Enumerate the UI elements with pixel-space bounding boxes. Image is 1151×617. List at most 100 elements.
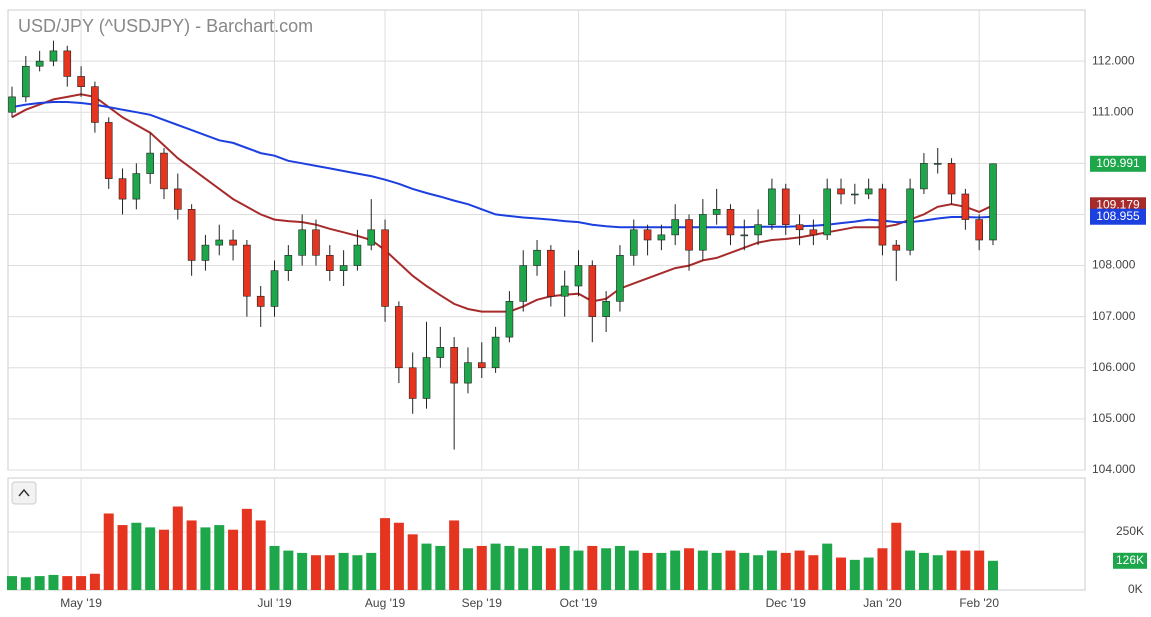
candle-body [187,209,196,261]
chart-title: USD/JPY (^USDJPY) - Barchart.com [18,16,313,36]
candle-body [947,163,956,195]
candle-body [243,244,251,297]
volume-bar [117,525,128,590]
candle-body [450,347,458,384]
volume-bar [310,555,321,590]
volume-bar [545,548,556,590]
volume-bar [380,518,391,590]
candle-body [671,219,680,236]
volume-bar [614,545,625,590]
candle-body [602,301,610,317]
collapse-button[interactable] [11,481,37,505]
candle-body [22,65,30,98]
candle-body [533,249,541,266]
volume-bar [228,529,239,590]
candle-body [395,306,403,369]
volume-bar [393,522,404,590]
candle-body [505,301,514,338]
candle-body [63,50,72,77]
candle-body [768,188,776,225]
candle-body [823,188,831,236]
ma-value-label: 109.179 [1096,197,1140,211]
y-tick-label: 108.000 [1092,258,1136,272]
volume-bar [656,552,667,590]
x-tick-label: Jul '19 [257,596,292,610]
candle-body [118,178,127,200]
volume-bar [863,557,874,590]
candle-body [560,285,569,297]
x-tick-label: May '19 [60,596,102,610]
last-price-label: 109.991 [1096,156,1140,170]
volume-tick-label: 250K [1116,524,1144,538]
candle-body [961,193,970,220]
volume-bar [172,506,183,590]
candle-body [837,188,845,195]
candle-body [174,188,182,210]
volume-bar [808,555,819,590]
volume-bar [158,529,169,590]
volume-bar [725,550,736,590]
collapse-icon[interactable] [18,488,30,497]
volume-bar [642,552,653,590]
volume-bar [518,548,529,590]
x-tick-label: Oct '19 [560,596,598,610]
candle-body [657,234,666,241]
candle-body [906,188,914,251]
candle-body [312,229,320,256]
volume-bar [794,550,805,590]
y-tick-label: 107.000 [1092,309,1136,323]
volume-bar [918,552,929,590]
volume-bar [131,522,142,590]
volume-bar [421,543,432,590]
candle-body [864,188,873,195]
candle-body [77,76,85,87]
volume-bar [62,576,73,590]
volume-bar [822,543,833,590]
candle-body [339,265,348,271]
volume-bar [269,545,280,590]
ma-value-label-box [1090,208,1146,225]
last-volume-label: 126K [1116,553,1144,567]
candle-body [132,173,141,200]
candle-body [91,86,99,123]
y-tick-label: 105.000 [1092,411,1136,425]
candle-body [685,219,693,251]
candle-body [436,347,445,358]
volume-bar [960,550,971,590]
volume-bar [186,520,197,590]
volume-bar [836,557,847,590]
volume-bar [214,525,225,590]
volume-bar [946,550,957,590]
volume-bar [628,550,639,590]
volume-bar [200,527,211,590]
candle-body [325,255,334,271]
volume-bar [407,534,418,590]
candle-body [781,188,790,225]
candle-body [547,249,555,297]
price-panel [7,9,1086,471]
candle-body [643,229,652,241]
collapse-box[interactable] [11,481,37,505]
candle-body [629,229,638,256]
candle-body [519,265,528,302]
x-tick-label: Feb '20 [959,596,999,610]
candle-body [809,229,818,236]
candle-body [491,336,500,369]
candle-body [477,362,486,369]
candle-body [8,96,16,113]
x-tick-label: Jan '20 [863,596,902,610]
volume-bar [20,577,31,590]
candle-body [892,244,901,251]
candle-body [851,193,859,196]
candle-body [920,163,928,190]
volume-bar [76,576,87,590]
ma-value-label: 108.955 [1096,209,1140,223]
x-tick-label: Dec '19 [766,596,807,610]
volume-bar [435,545,446,590]
volume-bar [559,545,570,590]
y-tick-label: 111.000 [1092,104,1134,118]
candle-body [795,224,804,231]
y-tick-label: 104.000 [1092,462,1136,476]
volume-bar [241,508,252,590]
